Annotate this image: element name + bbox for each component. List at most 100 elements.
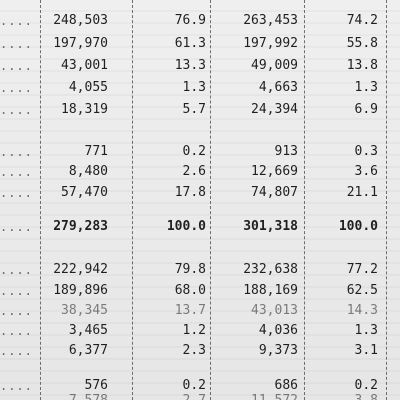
value-col-1: 189,896 <box>53 283 108 298</box>
value-col-2: 76.9 <box>174 13 206 28</box>
leader-dots: .... <box>0 81 33 95</box>
value-col-2: 0.2 <box>182 378 206 393</box>
value-col-4: 77.2 <box>346 262 378 277</box>
column-divider <box>132 0 133 400</box>
value-col-1: 8,480 <box>68 164 108 179</box>
value-col-4: 0.3 <box>354 144 378 159</box>
leader-dots: .... <box>0 379 33 393</box>
value-col-3: 188,169 <box>243 283 298 298</box>
value-col-1: 197,970 <box>53 36 108 51</box>
value-col-2: 1.3 <box>182 80 206 95</box>
leader-dots: .... <box>0 394 33 400</box>
table-row: .... 576 0.2 686 0.2 <box>0 377 400 395</box>
table-row: .... 18,319 5.7 24,394 6.9 <box>0 101 400 119</box>
leader-dots: .... <box>0 220 33 234</box>
value-col-4: 14.3 <box>346 303 378 318</box>
table-row: .... 222,942 79.8 232,638 77.2 <box>0 261 400 279</box>
column-divider <box>304 0 305 400</box>
table-row: .... 38,345 13.7 43,013 14.3 <box>0 302 400 320</box>
leader-dots: .... <box>0 263 33 277</box>
value-col-4: 100.0 <box>338 219 378 234</box>
leader-dots: .... <box>0 14 33 28</box>
value-col-1: 6,377 <box>68 343 108 358</box>
leader-dots: .... <box>0 165 33 179</box>
value-col-4: 6.9 <box>354 102 378 117</box>
table-row: .... 6,377 2.3 9,373 3.1 <box>0 342 400 360</box>
table-row: .... 7,578 2.7 11,572 3.8 <box>0 392 400 400</box>
value-col-1: 3,465 <box>68 323 108 338</box>
value-col-1: 4,055 <box>68 80 108 95</box>
value-col-2: 61.3 <box>174 36 206 51</box>
value-col-2: 1.2 <box>182 323 206 338</box>
value-col-2: 100.0 <box>166 219 206 234</box>
value-col-3: 232,638 <box>243 262 298 277</box>
value-col-2: 79.8 <box>174 262 206 277</box>
value-col-4: 1.3 <box>354 80 378 95</box>
value-col-3: 74,807 <box>251 185 298 200</box>
table-row: .... 248,503 76.9 263,453 74.2 <box>0 12 400 30</box>
value-col-1: 576 <box>84 378 108 393</box>
column-divider <box>210 0 211 400</box>
table-row: .... 57,470 17.8 74,807 21.1 <box>0 184 400 202</box>
column-divider <box>386 0 387 400</box>
value-col-1: 18,319 <box>61 102 108 117</box>
value-col-2: 2.7 <box>136 392 206 400</box>
value-col-2: 13.7 <box>174 303 206 318</box>
leader-dots: .... <box>0 344 33 358</box>
value-col-1: 7,578 <box>46 392 108 400</box>
value-col-3: 686 <box>274 378 298 393</box>
value-col-2: 2.6 <box>182 164 206 179</box>
value-col-4: 3.6 <box>354 164 378 179</box>
table-row: .... 43,001 13.3 49,009 13.8 <box>0 57 400 75</box>
value-col-2: 68.0 <box>174 283 206 298</box>
leader-dots: .... <box>0 284 33 298</box>
value-col-3: 4,663 <box>258 80 298 95</box>
value-col-1: 222,942 <box>53 262 108 277</box>
leader-dots: .... <box>0 304 33 318</box>
value-col-4: 1.3 <box>354 323 378 338</box>
value-col-4: 62.5 <box>346 283 378 298</box>
value-col-3: 197,992 <box>243 36 298 51</box>
table-row: .... 3,465 1.2 4,036 1.3 <box>0 322 400 340</box>
value-col-4: 3.1 <box>354 343 378 358</box>
value-col-1: 43,001 <box>61 58 108 73</box>
value-col-4: 55.8 <box>346 36 378 51</box>
value-col-2: 5.7 <box>182 102 206 117</box>
table-row: .... 189,896 68.0 188,169 62.5 <box>0 282 400 300</box>
table-row: .... 279,283 100.0 301,318 100.0 <box>0 218 400 236</box>
value-col-4: 0.2 <box>354 378 378 393</box>
value-col-3: 12,669 <box>251 164 298 179</box>
value-col-2: 2.3 <box>182 343 206 358</box>
leader-dots: .... <box>0 59 33 73</box>
table-row: .... 197,970 61.3 197,992 55.8 <box>0 35 400 53</box>
value-col-2: 0.2 <box>182 144 206 159</box>
value-col-2: 13.3 <box>174 58 206 73</box>
value-col-4: 21.1 <box>346 185 378 200</box>
column-divider <box>40 0 41 400</box>
value-col-3: 4,036 <box>258 323 298 338</box>
value-col-3: 9,373 <box>258 343 298 358</box>
value-col-4: 13.8 <box>346 58 378 73</box>
value-col-3: 913 <box>274 144 298 159</box>
value-col-1: 57,470 <box>61 185 108 200</box>
leader-dots: .... <box>0 37 33 51</box>
value-col-3: 49,009 <box>251 58 298 73</box>
value-col-4: 3.8 <box>318 392 378 400</box>
table-row: .... 4,055 1.3 4,663 1.3 <box>0 79 400 97</box>
leader-dots: .... <box>0 186 33 200</box>
leader-dots: .... <box>0 103 33 117</box>
value-col-4: 74.2 <box>346 13 378 28</box>
table-row: .... 771 0.2 913 0.3 <box>0 143 400 161</box>
value-col-1: 248,503 <box>53 13 108 28</box>
leader-dots: .... <box>0 324 33 338</box>
leader-dots: .... <box>0 145 33 159</box>
value-col-3: 24,394 <box>251 102 298 117</box>
value-col-3: 43,013 <box>251 303 298 318</box>
value-col-3: 301,318 <box>243 219 298 234</box>
table-row: .... 8,480 2.6 12,669 3.6 <box>0 163 400 181</box>
value-col-2: 17.8 <box>174 185 206 200</box>
value-col-1: 279,283 <box>53 219 108 234</box>
value-col-3: 11,572 <box>214 392 298 400</box>
value-col-1: 38,345 <box>61 303 108 318</box>
